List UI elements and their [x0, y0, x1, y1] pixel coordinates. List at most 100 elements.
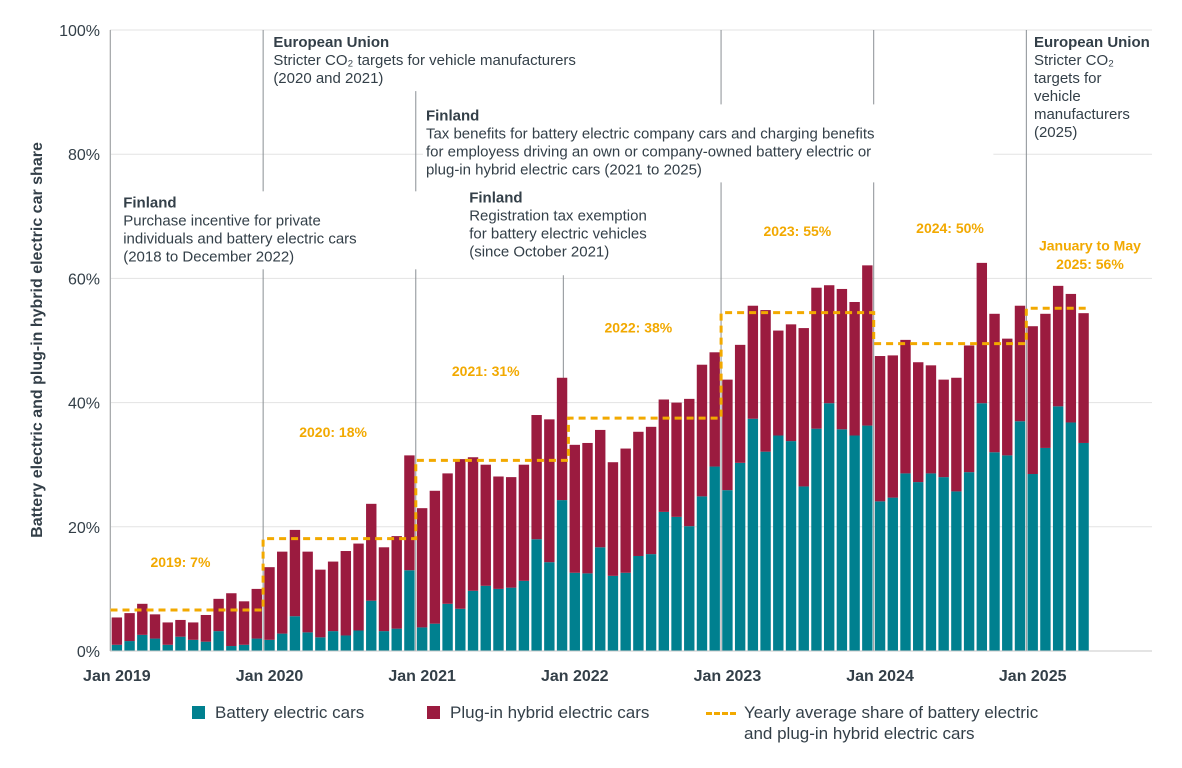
bar-bev: [238, 644, 250, 651]
annotation-text: manufacturers: [1034, 106, 1130, 123]
bar-phev: [633, 431, 644, 556]
bar-bev: [442, 603, 453, 651]
annotation-text: targets for: [1034, 70, 1102, 87]
bar-phev: [684, 398, 695, 527]
bar-phev: [722, 379, 733, 491]
legend-label-bev: Battery electric cars: [215, 703, 365, 722]
annotation-background: [120, 191, 434, 270]
annotation-heading: Finland: [123, 194, 176, 211]
bar-bev: [187, 639, 199, 651]
bar-phev: [442, 473, 453, 604]
y-tick-label: 0%: [77, 644, 100, 661]
annotation-text: Stricter CO₂ targets for vehicle manufac…: [273, 52, 576, 69]
annotation-heading: European Union: [1034, 34, 1150, 51]
bar-bev: [544, 562, 555, 651]
bar-phev: [696, 364, 708, 497]
bar-bev: [213, 631, 224, 651]
bar-bev: [874, 501, 886, 651]
bar-bev: [1002, 455, 1013, 651]
bar-phev: [556, 377, 568, 501]
bar-phev: [391, 536, 402, 629]
bar-phev: [938, 379, 949, 478]
y-tick-label: 80%: [68, 147, 100, 164]
y-tick-label: 40%: [68, 396, 100, 413]
bar-bev: [200, 641, 212, 651]
bar-bev: [1078, 442, 1089, 651]
bar-phev: [989, 313, 1000, 453]
annotation-heading: Finland: [469, 189, 522, 206]
bar-bev: [963, 472, 975, 651]
average-label: 2025: 56%: [1056, 256, 1124, 272]
bar-bev: [289, 616, 301, 651]
bar-bev: [518, 580, 530, 651]
bar-phev: [874, 356, 886, 502]
axes: 0% 20% 40% 60% 80% 100% Jan 2019 Jan 2020 Jan 20…: [29, 23, 1152, 685]
bar-bev: [582, 573, 593, 651]
annotation-background: [466, 186, 713, 265]
bar-phev: [785, 324, 797, 442]
bar-phev: [747, 305, 759, 419]
bar-bev: [327, 631, 339, 651]
bar-phev: [773, 330, 784, 436]
annotation-text: (2025): [1034, 124, 1077, 141]
bar-bev: [251, 638, 262, 651]
bar-bev: [823, 403, 835, 651]
bar-bev: [989, 452, 1000, 651]
legend-swatch-phev: [427, 706, 440, 719]
bar-bev: [531, 539, 542, 651]
annotation-text: for battery electric vehicles: [469, 225, 647, 242]
bar-phev: [544, 419, 555, 563]
bar-phev: [620, 448, 631, 573]
annotation-background: [270, 31, 659, 92]
bar-phev: [200, 614, 212, 642]
legend-label-average-line2: and plug-in hybrid electric cars: [744, 724, 975, 743]
annotation-text: individuals and battery electric cars: [123, 230, 356, 247]
x-tick-label: Jan 2020: [236, 668, 304, 685]
bar-bev: [595, 547, 606, 651]
bar-bev: [1040, 447, 1051, 651]
bar-phev: [277, 551, 288, 634]
annotation-text: Purchase incentive for private: [123, 212, 321, 229]
bar-phev: [887, 355, 898, 498]
annotations: 2019: 7% 2020: 18% 2021: 31% 2022: 38% 2023:…: [120, 31, 1154, 570]
bar-bev: [1027, 474, 1038, 651]
bar-phev: [251, 588, 262, 639]
bar-phev: [467, 457, 479, 591]
bar-phev: [238, 601, 250, 645]
bar-bev: [302, 632, 313, 651]
annotation-background: [422, 104, 994, 183]
legend-item-bev: Battery electric cars: [192, 702, 364, 723]
x-tick-label: Jan 2024: [846, 668, 914, 685]
bar-bev: [658, 511, 670, 651]
legend: Battery electric cars Plug-in hybrid ele…: [192, 702, 1092, 752]
bar-phev: [963, 345, 975, 473]
annotation-text: for employess driving an own or company-…: [426, 143, 871, 160]
bar-phev: [111, 617, 123, 645]
bar-bev: [429, 623, 441, 651]
bar-phev: [353, 543, 364, 631]
bar-phev: [315, 569, 326, 638]
bar-bev: [378, 631, 390, 651]
bar-phev: [124, 613, 135, 642]
bar-phev: [404, 455, 415, 571]
bar-bev: [785, 441, 797, 651]
bar-phev: [518, 464, 530, 581]
bar-phev: [137, 603, 148, 635]
bar-bev: [607, 575, 619, 651]
bar-bev: [938, 477, 949, 651]
bar-phev: [162, 622, 173, 645]
bar-bev: [862, 425, 873, 651]
legend-label-average: Yearly average share of battery electric…: [744, 702, 1038, 744]
annotation-heading: Finland: [426, 107, 479, 124]
bar-phev: [760, 310, 771, 452]
bar-phev: [607, 462, 619, 576]
bar-bev: [353, 630, 364, 651]
bar-phev: [1065, 293, 1077, 423]
bars: [111, 262, 1089, 651]
bar-bev: [709, 466, 720, 651]
bar-bev: [811, 428, 822, 651]
bar-phev: [327, 561, 339, 632]
bar-phev: [175, 619, 186, 637]
bar-phev: [289, 529, 301, 617]
y-tick-label: 20%: [68, 520, 100, 537]
